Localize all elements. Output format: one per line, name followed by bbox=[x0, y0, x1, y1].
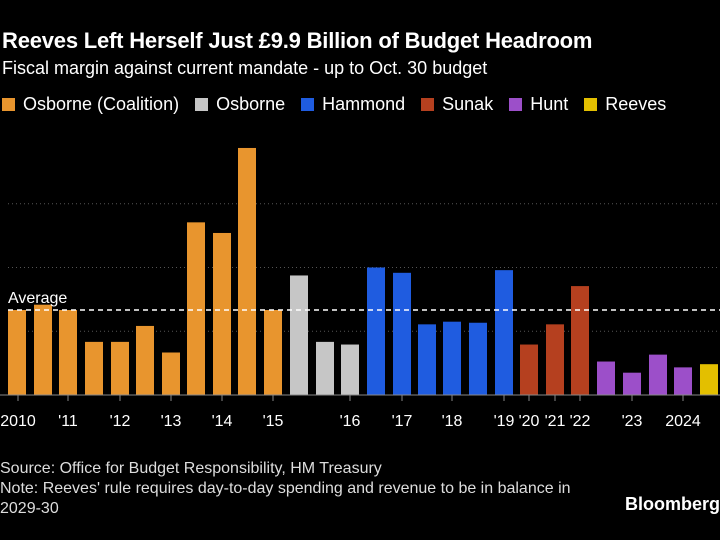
chart-title: Reeves Left Herself Just £9.9 Billion of… bbox=[2, 28, 593, 53]
legend-swatch bbox=[584, 98, 598, 111]
bar-chart: Average2010'11'12'13'14'15'16'17'18'19'2… bbox=[0, 147, 720, 430]
legend-label: Osborne (Coalition) bbox=[23, 94, 180, 114]
legend-label: Osborne bbox=[216, 94, 286, 114]
x-tick-label: 2024 bbox=[665, 413, 701, 430]
x-tick-label: '14 bbox=[212, 413, 233, 430]
footnote: Note: Reeves' rule requires day-to-day s… bbox=[0, 480, 571, 517]
x-tick-label: '13 bbox=[161, 413, 182, 430]
legend-item-hammond: Hammond bbox=[301, 94, 405, 115]
bar bbox=[162, 352, 180, 395]
bar bbox=[623, 372, 641, 395]
legend-swatch bbox=[195, 98, 209, 111]
bar bbox=[546, 324, 564, 395]
bar bbox=[341, 344, 359, 395]
x-tick-label: '12 bbox=[110, 413, 131, 430]
bar bbox=[469, 322, 487, 395]
chart-subtitle: Fiscal margin against current mandate - … bbox=[2, 58, 488, 78]
x-tick-label: '11 bbox=[58, 413, 78, 430]
x-tick-label: '23 bbox=[622, 413, 643, 430]
legend-item-sunak: Sunak bbox=[421, 94, 493, 115]
bar bbox=[520, 344, 538, 395]
bar bbox=[418, 324, 436, 395]
x-tick-label: '18 bbox=[442, 413, 463, 430]
bar bbox=[571, 286, 589, 395]
bar bbox=[649, 354, 667, 395]
bar bbox=[597, 361, 615, 395]
bar bbox=[213, 232, 231, 395]
legend: Osborne (Coalition) Osborne Hammond Suna… bbox=[2, 94, 666, 115]
legend-item-osborne-coalition: Osborne (Coalition) bbox=[2, 94, 179, 115]
legend-swatch bbox=[509, 98, 523, 111]
legend-label: Reeves bbox=[605, 94, 667, 114]
bar bbox=[316, 341, 334, 395]
legend-label: Sunak bbox=[442, 94, 494, 114]
x-tick-label: '22 bbox=[570, 413, 591, 430]
bar bbox=[393, 272, 411, 395]
legend-item-osborne: Osborne bbox=[195, 94, 285, 115]
bar bbox=[443, 321, 461, 395]
bar bbox=[700, 364, 718, 395]
bar bbox=[367, 267, 385, 395]
legend-swatch bbox=[301, 98, 315, 111]
bar bbox=[111, 341, 129, 395]
x-tick-label: '15 bbox=[263, 413, 284, 430]
legend-item-reeves: Reeves bbox=[584, 94, 666, 115]
legend-swatch bbox=[2, 98, 15, 111]
bar bbox=[238, 147, 256, 395]
legend-label: Hunt bbox=[530, 94, 569, 114]
x-tick-label: '21 bbox=[545, 413, 566, 430]
x-tick-label: '20 bbox=[519, 413, 540, 430]
legend-label: Hammond bbox=[322, 94, 406, 114]
bloomberg-logo: Bloomberg bbox=[624, 494, 720, 514]
source-note: Source: Office for Budget Responsibility… bbox=[0, 460, 382, 477]
bar bbox=[85, 341, 103, 395]
x-tick-label: '17 bbox=[392, 413, 413, 430]
legend-swatch bbox=[421, 98, 435, 111]
bar bbox=[136, 325, 154, 395]
x-tick-label: '16 bbox=[340, 413, 361, 430]
bar bbox=[34, 304, 52, 395]
average-label: Average bbox=[8, 290, 67, 307]
bar bbox=[59, 310, 77, 395]
x-tick-label: 2010 bbox=[0, 413, 36, 430]
bar bbox=[674, 367, 692, 395]
legend-item-hunt: Hunt bbox=[509, 94, 568, 115]
footer: Source: Office for Budget Responsibility… bbox=[0, 459, 600, 519]
bar bbox=[264, 310, 282, 395]
bar bbox=[187, 222, 205, 395]
bar bbox=[290, 275, 308, 395]
bar bbox=[8, 310, 26, 395]
x-tick-label: '19 bbox=[494, 413, 515, 430]
bar bbox=[495, 270, 513, 395]
